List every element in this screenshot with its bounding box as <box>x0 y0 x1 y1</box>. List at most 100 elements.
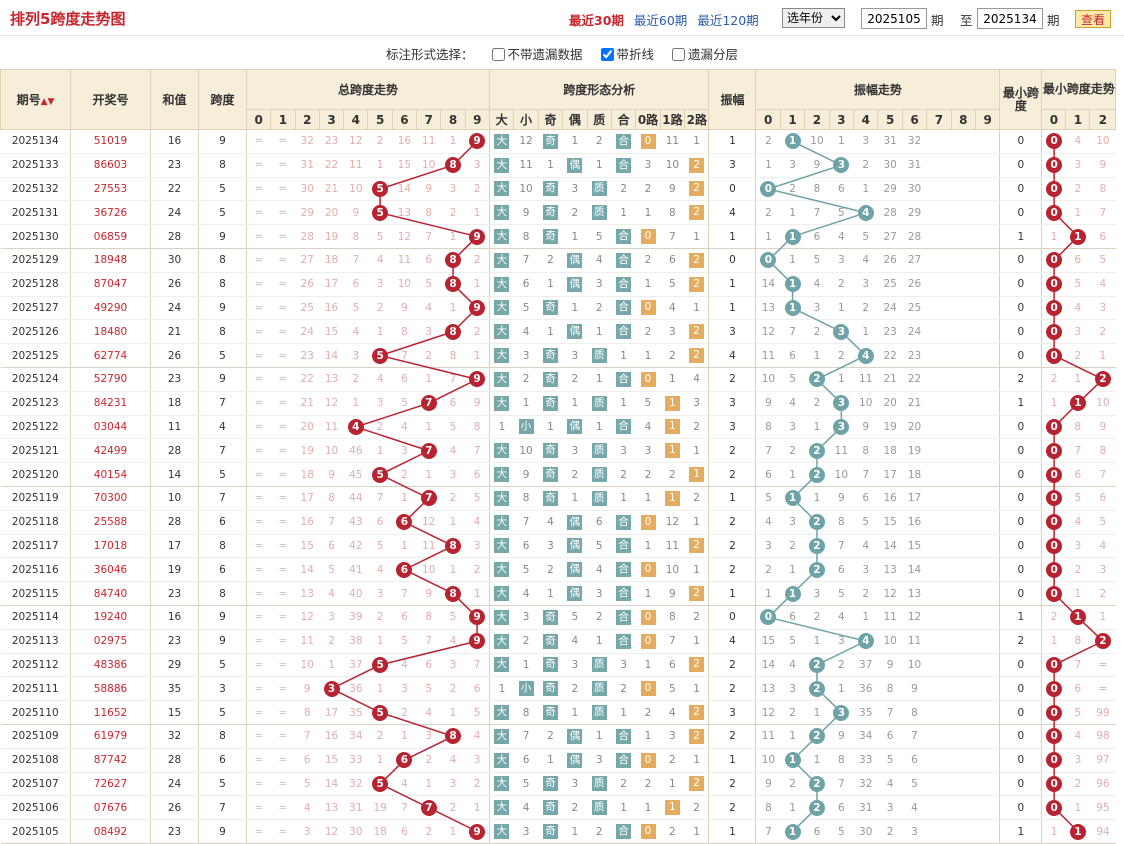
amp-trend-cell: 3 <box>853 272 878 297</box>
shape-tag: 0 <box>640 300 656 316</box>
span-trend-cell: 28 <box>295 224 320 249</box>
amp-trend-cell: 28 <box>877 200 903 226</box>
shape-cell: 奇 <box>538 795 563 821</box>
amp-trend-cell: 1 <box>853 177 878 202</box>
shape-tag: 合 <box>616 157 632 173</box>
sum-cell: 28 <box>150 748 199 773</box>
min-span-ball: 1 <box>1069 395 1086 412</box>
span-trend-cell: 31 <box>343 795 368 821</box>
shape-cell: 4 <box>660 296 685 321</box>
min-trend-cell: 2 <box>1041 605 1066 630</box>
span-trend-cell: 17 <box>319 700 344 725</box>
span-trend-cell: 15 <box>319 748 344 773</box>
draw-number: 36046 <box>70 557 151 583</box>
from-issue-input[interactable] <box>861 8 927 29</box>
amp-trend-cell: 23 <box>902 343 927 368</box>
amp-trend-cell: 8 <box>853 438 878 464</box>
shape-cell: 2 <box>660 819 685 844</box>
span-trend-cell: 10 <box>416 557 441 583</box>
amp-trend-cell <box>951 605 976 630</box>
view-button[interactable]: 查看 <box>1075 10 1111 28</box>
amp-trend-cell: 18 <box>877 438 903 464</box>
amp-trend-cell: 4 <box>780 653 805 678</box>
min-span-cell: 0 <box>999 177 1043 202</box>
option-layered-checkbox[interactable] <box>672 48 685 61</box>
amp-trend-cell: 1 <box>780 795 805 821</box>
span-trend-cell: 6 <box>392 748 417 773</box>
shape-cell: 偶 <box>562 748 588 773</box>
span-trend-cell: ═ <box>270 510 296 535</box>
min-trend-cell: 6 <box>1065 248 1090 273</box>
span-digit-header: 7 <box>416 109 442 130</box>
span-trend-cell: 1 <box>465 200 490 226</box>
option-layered[interactable]: 遗漏分层 <box>672 47 738 62</box>
amp-ball: 3 <box>833 704 850 721</box>
tab-last-120[interactable]: 最近120期 <box>697 13 759 28</box>
amp-trend-cell: 5 <box>902 772 927 797</box>
span-trend-cell: 9 <box>416 177 441 202</box>
amp-trend-cell: 5 <box>755 486 781 511</box>
amp-trend-cell: 9 <box>755 772 781 797</box>
shape-cell: 1 <box>684 510 710 535</box>
span-trend-cell: 6 <box>392 510 417 535</box>
span-trend-cell: 4 <box>392 415 417 440</box>
shape-cell: 3 <box>660 319 685 345</box>
min-span-cell: 1 <box>999 224 1043 249</box>
span-digit-header: 3 <box>318 109 345 130</box>
shape-cell: 1 <box>562 819 588 844</box>
to-issue-input[interactable] <box>977 8 1043 29</box>
span-ball: 8 <box>445 323 462 340</box>
span-trend-cell: 25 <box>295 296 320 321</box>
amp-trend-cell: 3 <box>780 676 805 702</box>
min-span-cell: 0 <box>999 272 1043 297</box>
min-span-cell: 0 <box>999 772 1043 797</box>
shape-cell: 2 <box>562 200 588 226</box>
span-trend-cell: ═ <box>246 748 271 773</box>
amp-trend-cell <box>926 605 952 630</box>
table-row: 2025132 27553 22 5 ═ ═ 30 21 10 5 14 9 3 2 大 10 奇 3 质 2 2 9 2 0… <box>0 177 1116 202</box>
amp-trend-cell: 4 <box>853 248 878 273</box>
min-trend-cell: 2 <box>1089 367 1116 392</box>
min-span-cell: 0 <box>999 462 1043 487</box>
span-trend-cell: 8 <box>440 343 466 368</box>
tab-last-30[interactable]: 最近30期 <box>569 13 624 28</box>
shape-cell: 1 <box>684 224 710 249</box>
issue-cell: 2025128 <box>0 272 71 297</box>
option-no-missing-checkbox[interactable] <box>491 48 505 61</box>
shape-cell: 1 <box>513 653 539 678</box>
min-span-ball: 0 <box>1046 276 1063 293</box>
shape-cell: 合 <box>611 629 636 654</box>
shape-cell: 2 <box>684 724 710 749</box>
tab-last-60[interactable]: 最近60期 <box>633 13 688 28</box>
amp-trend-cell <box>951 272 976 297</box>
table-row: 2025107 72627 24 5 ═ ═ 5 14 32 5 4 1 3 2 大 5 奇 3 质 2 2 1 2 2 9 2 2… <box>0 772 1116 797</box>
option-no-missing[interactable]: 不带遗漏数据 <box>491 47 583 62</box>
col-issue[interactable]: 期号▲▼ <box>0 69 71 130</box>
min-span-ball: 0 <box>1046 680 1063 697</box>
shape-cell: 0 <box>635 129 661 154</box>
shape-tag: 大 <box>494 181 510 197</box>
span-trend-cell: 1 <box>440 557 466 583</box>
span-trend-cell: 1 <box>440 224 466 249</box>
min-trend-cell: 1 <box>1041 629 1066 654</box>
amp-trend-cell: 10 <box>902 653 927 678</box>
span-trend-cell: 2 <box>440 200 466 226</box>
span-trend-cell: 8 <box>416 605 441 630</box>
amp-ball: 2 <box>808 466 825 483</box>
table-row: 2025126 18480 21 8 ═ ═ 24 15 4 1 8 3 8 2 大 4 1 偶 1 合 2 3 2 3 12 7… <box>0 319 1116 345</box>
amp-trend-cell: 2 <box>804 438 830 464</box>
amp-trend-cell: 25 <box>902 296 927 321</box>
amp-cell: 3 <box>708 700 757 725</box>
year-select[interactable]: 选年份 <box>782 8 845 28</box>
option-polyline-checkbox[interactable] <box>600 48 614 61</box>
amp-trend-cell: 13 <box>902 581 927 606</box>
option-polyline[interactable]: 带折线 <box>600 47 654 62</box>
shape-tag: 质 <box>591 348 607 364</box>
amp-trend-cell: 3 <box>829 415 854 440</box>
shape-cell: 5 <box>562 605 588 630</box>
shape-cell: 大 <box>489 581 514 606</box>
span-trend-cell: 5 <box>319 557 344 583</box>
shape-tag: 奇 <box>542 657 558 673</box>
span-trend-cell: 2 <box>465 248 490 273</box>
min-trend-cell: 4 <box>1065 129 1090 154</box>
